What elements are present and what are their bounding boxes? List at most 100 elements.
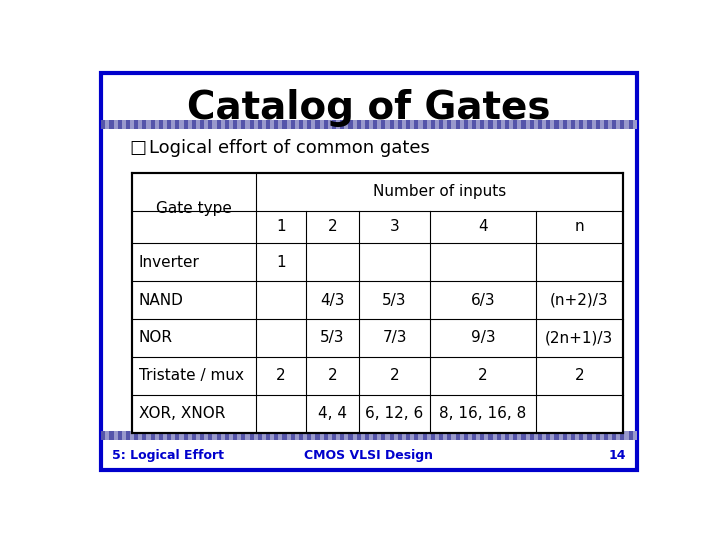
Bar bbox=[138, 431, 143, 440]
Bar bbox=[307, 120, 311, 129]
Text: (n+2)/3: (n+2)/3 bbox=[550, 293, 608, 307]
Bar bbox=[274, 431, 279, 440]
Bar bbox=[143, 431, 146, 440]
Bar bbox=[320, 120, 324, 129]
Bar bbox=[344, 120, 348, 129]
Text: 6, 12, 6: 6, 12, 6 bbox=[366, 406, 423, 421]
Text: 9/3: 9/3 bbox=[471, 330, 495, 346]
Bar bbox=[320, 431, 324, 440]
Bar bbox=[220, 120, 225, 129]
Bar bbox=[588, 431, 592, 440]
Text: 2: 2 bbox=[390, 368, 400, 383]
Bar bbox=[204, 431, 208, 440]
Text: 1: 1 bbox=[276, 219, 286, 234]
Bar bbox=[546, 431, 550, 440]
Bar bbox=[456, 120, 459, 129]
Bar bbox=[394, 431, 398, 440]
Bar bbox=[423, 120, 427, 129]
Bar bbox=[595, 120, 600, 129]
Text: Tristate / mux: Tristate / mux bbox=[138, 368, 243, 383]
Text: 5: Logical Effort: 5: Logical Effort bbox=[112, 449, 225, 462]
Bar bbox=[459, 431, 464, 440]
Bar bbox=[307, 431, 311, 440]
Bar bbox=[303, 431, 307, 440]
Bar bbox=[336, 120, 340, 129]
Bar bbox=[608, 120, 612, 129]
Bar bbox=[134, 431, 138, 440]
Bar bbox=[435, 431, 439, 440]
Bar bbox=[328, 431, 332, 440]
Bar bbox=[196, 431, 200, 440]
Bar bbox=[402, 431, 406, 440]
Bar bbox=[332, 431, 336, 440]
Bar bbox=[117, 120, 122, 129]
Bar bbox=[167, 431, 171, 440]
Bar bbox=[188, 431, 192, 440]
Bar bbox=[526, 120, 530, 129]
Bar bbox=[163, 120, 167, 129]
Bar bbox=[233, 120, 237, 129]
Bar bbox=[451, 120, 456, 129]
Bar bbox=[431, 431, 435, 440]
Bar bbox=[390, 431, 394, 440]
Bar bbox=[114, 120, 117, 129]
Bar bbox=[270, 431, 274, 440]
Bar bbox=[538, 120, 542, 129]
Bar bbox=[385, 120, 390, 129]
Bar bbox=[176, 431, 179, 440]
Bar bbox=[171, 120, 176, 129]
Bar bbox=[612, 431, 616, 440]
Bar bbox=[303, 120, 307, 129]
Bar bbox=[353, 120, 356, 129]
Bar bbox=[497, 431, 501, 440]
Bar bbox=[344, 431, 348, 440]
Text: 2: 2 bbox=[478, 368, 487, 383]
Bar bbox=[418, 431, 423, 440]
Text: Number of inputs: Number of inputs bbox=[373, 184, 506, 199]
Bar bbox=[134, 120, 138, 129]
Bar bbox=[464, 120, 468, 129]
Bar bbox=[369, 120, 373, 129]
Bar bbox=[562, 431, 567, 440]
Bar bbox=[629, 431, 633, 440]
Bar bbox=[262, 431, 266, 440]
Bar bbox=[159, 120, 163, 129]
Bar bbox=[150, 431, 155, 440]
Bar bbox=[447, 120, 451, 129]
Bar bbox=[146, 120, 150, 129]
Bar bbox=[427, 120, 431, 129]
Bar bbox=[258, 120, 262, 129]
Bar bbox=[485, 120, 488, 129]
Text: 5/3: 5/3 bbox=[320, 330, 345, 346]
Bar bbox=[600, 431, 604, 440]
Bar bbox=[361, 120, 365, 129]
Bar bbox=[451, 431, 456, 440]
Bar bbox=[237, 120, 241, 129]
Bar bbox=[534, 431, 538, 440]
Bar bbox=[476, 431, 480, 440]
Bar bbox=[550, 120, 554, 129]
Bar bbox=[200, 120, 204, 129]
Bar bbox=[241, 120, 246, 129]
Bar bbox=[208, 120, 212, 129]
Bar bbox=[624, 431, 629, 440]
Text: 8, 16, 16, 8: 8, 16, 16, 8 bbox=[439, 406, 526, 421]
Bar bbox=[204, 120, 208, 129]
Bar bbox=[311, 431, 315, 440]
Bar bbox=[505, 431, 509, 440]
Bar bbox=[155, 120, 159, 129]
Bar bbox=[616, 431, 621, 440]
Bar bbox=[492, 120, 497, 129]
Bar bbox=[126, 120, 130, 129]
Text: CMOS VLSI Design: CMOS VLSI Design bbox=[305, 449, 433, 462]
Bar bbox=[530, 431, 534, 440]
Bar bbox=[554, 120, 559, 129]
Bar bbox=[328, 120, 332, 129]
Bar bbox=[287, 120, 291, 129]
Bar bbox=[332, 120, 336, 129]
Bar bbox=[163, 431, 167, 440]
Bar bbox=[291, 431, 294, 440]
Bar bbox=[550, 431, 554, 440]
Bar bbox=[456, 431, 459, 440]
Text: XOR, XNOR: XOR, XNOR bbox=[138, 406, 225, 421]
